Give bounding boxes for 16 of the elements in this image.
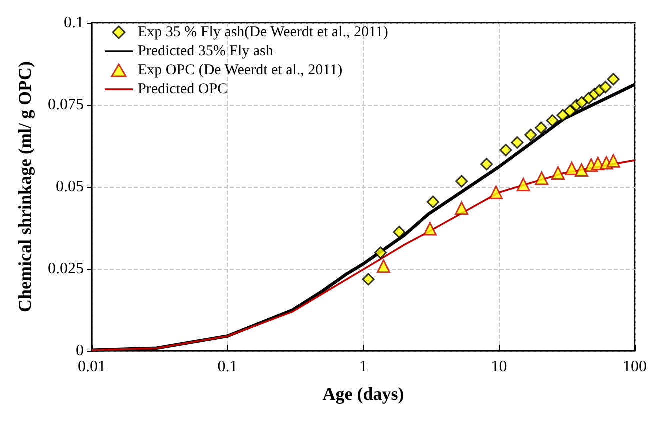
y-tick-label: 0.05	[56, 178, 84, 196]
legend-label: Predicted OPC	[138, 82, 228, 98]
legend-label: Exp OPC (De Weerdt et al., 2011)	[138, 62, 343, 78]
legend-label: Exp 35 % Fly ash(De Weerdt et al., 2011)	[138, 24, 388, 40]
y-tick-label: 0.075	[48, 96, 84, 114]
y-axis-title: Chemical shrinkage (ml/ g OPC)	[15, 62, 35, 312]
y-tick-label: 0.1	[64, 14, 84, 32]
x-tick-label: 0.1	[218, 358, 238, 376]
y-tick-label: 0	[76, 342, 84, 360]
legend-label: Predicted 35% Fly ash	[138, 44, 274, 60]
x-tick-label: 100	[623, 358, 647, 376]
y-tick-label: 0.025	[48, 260, 84, 278]
x-tick-label: 10	[491, 358, 508, 376]
x-axis-title: Age (days)	[322, 384, 404, 404]
x-tick-label: 0.01	[78, 358, 106, 376]
x-tick-label: 1	[360, 358, 368, 376]
